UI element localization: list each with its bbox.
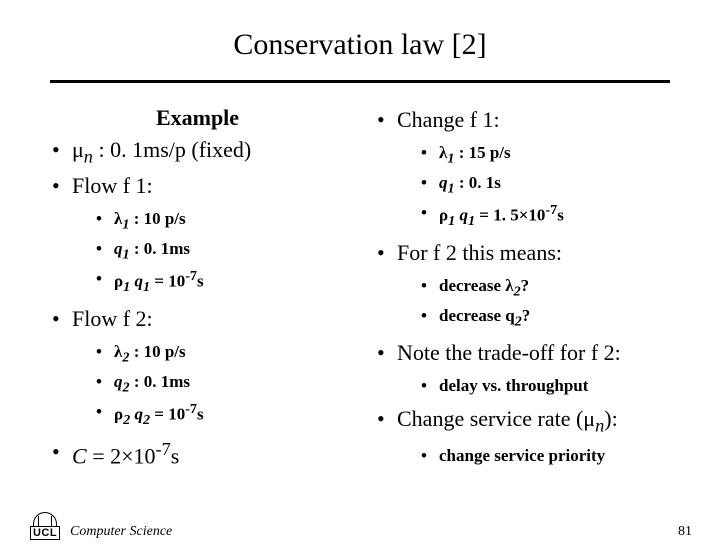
text: q — [439, 173, 448, 192]
sublist: λ2 : 10 p/s q2 : 0. 1ms ρ2 q2 = 10-7s — [72, 340, 345, 431]
text: q — [114, 372, 123, 391]
subscript: 1 — [123, 246, 130, 262]
subscript: 2 — [143, 412, 150, 428]
text: = 10 — [150, 405, 185, 424]
text: ? — [521, 276, 530, 295]
subscript: 2 — [514, 283, 521, 299]
text: ): — [604, 406, 617, 431]
superscript: -7 — [185, 268, 197, 284]
logo-text: UCL — [30, 526, 60, 540]
text: Change f 1: — [397, 107, 500, 132]
superscript: -7 — [545, 202, 557, 218]
text: ? — [522, 306, 531, 325]
text: : 0. 1ms/p (fixed) — [93, 137, 251, 162]
text: : 10 p/s — [129, 342, 185, 361]
list-item: μn : 0. 1ms/p (fixed) — [50, 135, 345, 169]
text: ρ — [114, 272, 123, 291]
text: change service priority — [439, 446, 605, 465]
text: μ — [72, 137, 84, 162]
subscript: 2 — [515, 313, 522, 329]
subscript: 2 — [123, 379, 130, 395]
list-item: decrease λ2? — [397, 274, 670, 302]
text: Note the trade-off for f 2: — [397, 340, 621, 365]
sublist: delay vs. throughput — [397, 374, 670, 398]
list-item: λ1 : 10 p/s — [72, 207, 345, 235]
sublist: λ1 : 10 p/s q1 : 0. 1ms ρ1 q1 = 10-7s — [72, 207, 345, 298]
left-list: μn : 0. 1ms/p (fixed) Flow f 1: λ1 : 10 … — [50, 135, 345, 471]
subscript: n — [595, 415, 604, 435]
subscript: 1 — [448, 180, 455, 196]
sublist: λ1 : 15 p/s q1 : 0. 1s ρ1 q1 = 1. 5×10-7… — [397, 141, 670, 232]
text: C — [72, 443, 87, 468]
left-column: Example μn : 0. 1ms/p (fixed) Flow f 1: … — [50, 105, 345, 474]
superscript: -7 — [185, 401, 197, 417]
list-item: Change service rate (μn): change service… — [375, 404, 670, 468]
list-item: ρ1 q1 = 1. 5×10-7s — [397, 201, 670, 232]
superscript: -7 — [156, 439, 171, 459]
list-item: change service priority — [397, 444, 670, 468]
text: delay vs. throughput — [439, 376, 588, 395]
ucl-logo-icon: UCL — [28, 506, 62, 540]
text: q — [114, 239, 123, 258]
subscript: 1 — [143, 279, 150, 295]
text: Change service rate (μ — [397, 406, 595, 431]
list-item: q1 : 0. 1s — [397, 171, 670, 199]
subscript: 1 — [468, 213, 475, 229]
list-item: Flow f 1: λ1 : 10 p/s q1 : 0. 1ms ρ1 q1 … — [50, 171, 345, 298]
list-item: λ1 : 15 p/s — [397, 141, 670, 169]
list-item: Flow f 2: λ2 : 10 p/s q2 : 0. 1ms ρ2 q2 … — [50, 304, 345, 431]
example-heading: Example — [50, 105, 345, 131]
footer: UCL Computer Science 81 — [28, 506, 692, 540]
text: decrease q — [439, 306, 515, 325]
footer-left: UCL Computer Science — [28, 506, 172, 540]
text: s — [197, 272, 204, 291]
text: : 0. 1s — [455, 173, 501, 192]
sublist: change service priority — [397, 444, 670, 468]
slide: Conservation law [2] Example μn : 0. 1ms… — [0, 0, 720, 554]
text: : 15 p/s — [454, 143, 510, 162]
list-item: q2 : 0. 1ms — [72, 370, 345, 398]
list-item: λ2 : 10 p/s — [72, 340, 345, 368]
text: For f 2 this means: — [397, 240, 562, 265]
text: decrease λ — [439, 276, 514, 295]
title-divider — [50, 80, 670, 83]
right-list: Change f 1: λ1 : 15 p/s q1 : 0. 1s ρ1 q1… — [375, 105, 670, 468]
list-item: Note the trade-off for f 2: delay vs. th… — [375, 338, 670, 397]
subscript: n — [84, 146, 93, 166]
text: q — [455, 206, 468, 225]
content-columns: Example μn : 0. 1ms/p (fixed) Flow f 1: … — [50, 105, 670, 474]
list-item: Change f 1: λ1 : 15 p/s q1 : 0. 1s ρ1 q1… — [375, 105, 670, 232]
text: : 0. 1ms — [130, 372, 190, 391]
list-item: q1 : 0. 1ms — [72, 237, 345, 265]
list-item: ρ1 q1 = 10-7s — [72, 267, 345, 298]
sublist: decrease λ2? decrease q2? — [397, 274, 670, 332]
text: s — [171, 443, 180, 468]
list-item: ρ2 q2 = 10-7s — [72, 400, 345, 431]
text: Flow f 2: — [72, 306, 153, 331]
text: = 2×10 — [87, 443, 156, 468]
text: Flow f 1: — [72, 173, 153, 198]
logo-dome-icon — [33, 512, 57, 526]
list-item: delay vs. throughput — [397, 374, 670, 398]
text: s — [557, 206, 564, 225]
text: : 0. 1ms — [130, 239, 190, 258]
text: = 1. 5×10 — [475, 206, 545, 225]
text: ρ — [439, 206, 448, 225]
text: s — [197, 405, 204, 424]
text: ρ — [114, 405, 123, 424]
list-item: For f 2 this means: decrease λ2? decreas… — [375, 238, 670, 332]
list-item: decrease q2? — [397, 304, 670, 332]
list-item: C = 2×10-7s — [50, 437, 345, 471]
department-label: Computer Science — [70, 524, 172, 540]
text: q — [130, 272, 143, 291]
text: : 10 p/s — [129, 209, 185, 228]
text: = 10 — [150, 272, 185, 291]
page-number: 81 — [678, 524, 692, 540]
slide-title: Conservation law [2] — [50, 28, 670, 62]
right-column: Change f 1: λ1 : 15 p/s q1 : 0. 1s ρ1 q1… — [375, 105, 670, 474]
text: q — [130, 405, 143, 424]
